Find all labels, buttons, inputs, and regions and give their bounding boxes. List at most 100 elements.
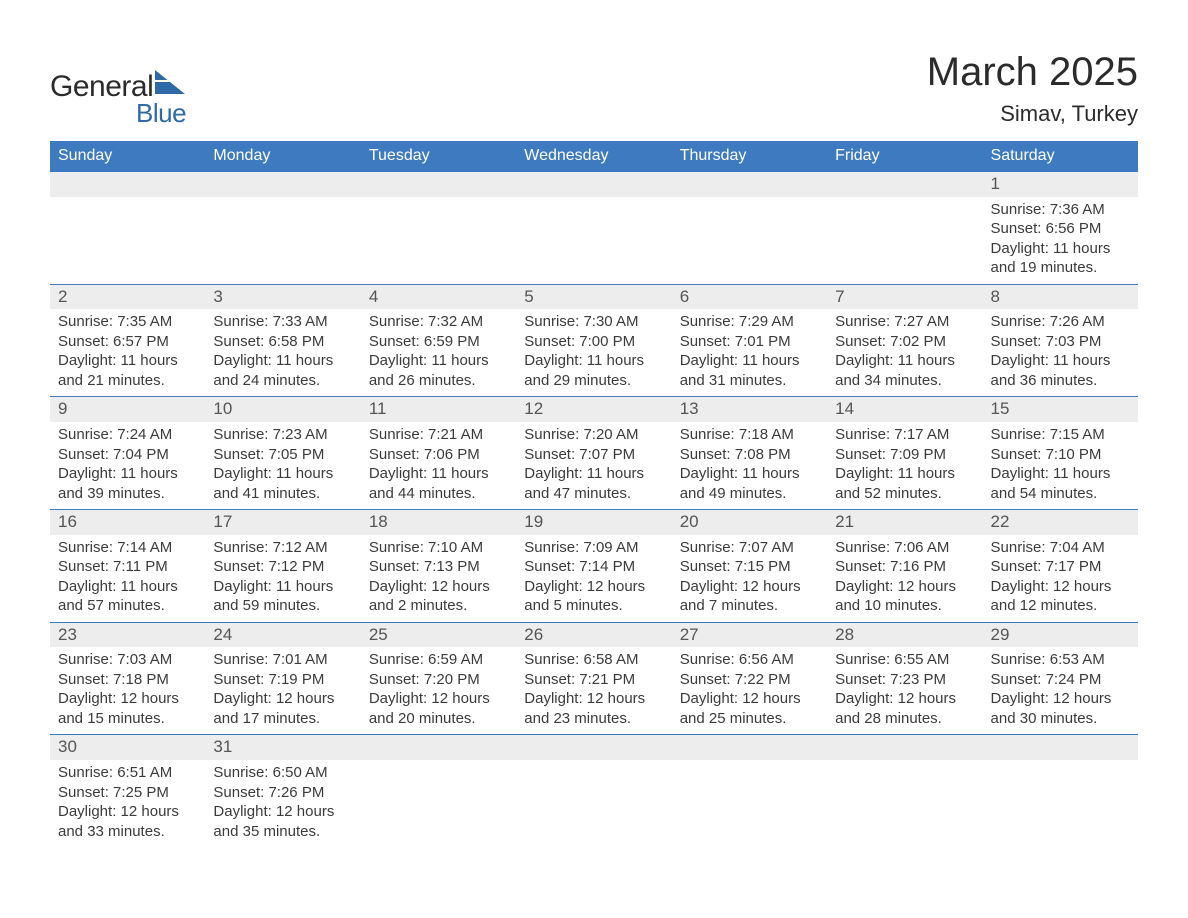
daylight-line-2: and 47 minutes. [524, 484, 663, 504]
day-header-saturday: Saturday [983, 141, 1138, 172]
sunset-line: Sunset: 7:02 PM [835, 332, 974, 352]
brand-logo: General Blue [50, 50, 186, 129]
sunset-line: Sunset: 7:26 PM [213, 783, 352, 803]
calendar-week-row: 30Sunrise: 6:51 AMSunset: 7:25 PMDayligh… [50, 735, 1138, 847]
sunset-line: Sunset: 6:59 PM [369, 332, 508, 352]
sunset-line: Sunset: 7:22 PM [680, 670, 819, 690]
daylight-line-2: and 54 minutes. [991, 484, 1130, 504]
sunset-line: Sunset: 7:00 PM [524, 332, 663, 352]
day-number [361, 172, 516, 197]
daylight-line-1: Daylight: 11 hours [680, 351, 819, 371]
daylight-line-1: Daylight: 11 hours [213, 351, 352, 371]
day-number: 3 [205, 285, 360, 310]
day-header-thursday: Thursday [672, 141, 827, 172]
sunset-line: Sunset: 7:14 PM [524, 557, 663, 577]
sunrise-line: Sunrise: 7:30 AM [524, 312, 663, 332]
calendar-day-cell: 26Sunrise: 6:58 AMSunset: 7:21 PMDayligh… [516, 622, 671, 735]
calendar-empty-cell [983, 735, 1138, 847]
day-content: Sunrise: 7:24 AMSunset: 7:04 PMDaylight:… [50, 422, 205, 509]
daylight-line-1: Daylight: 11 hours [835, 351, 974, 371]
calendar-day-cell: 5Sunrise: 7:30 AMSunset: 7:00 PMDaylight… [516, 284, 671, 397]
day-number: 10 [205, 397, 360, 422]
day-content: Sunrise: 7:15 AMSunset: 7:10 PMDaylight:… [983, 422, 1138, 509]
day-content [672, 197, 827, 284]
daylight-line-2: and 19 minutes. [991, 258, 1130, 278]
daylight-line-1: Daylight: 12 hours [680, 689, 819, 709]
sunrise-line: Sunrise: 6:50 AM [213, 763, 352, 783]
daylight-line-1: Daylight: 12 hours [213, 689, 352, 709]
daylight-line-1: Daylight: 12 hours [991, 577, 1130, 597]
brand-sail-icon [155, 70, 185, 96]
calendar-day-cell: 3Sunrise: 7:33 AMSunset: 6:58 PMDaylight… [205, 284, 360, 397]
calendar-day-cell: 7Sunrise: 7:27 AMSunset: 7:02 PMDaylight… [827, 284, 982, 397]
day-content: Sunrise: 7:36 AMSunset: 6:56 PMDaylight:… [983, 197, 1138, 284]
day-number: 20 [672, 510, 827, 535]
day-number: 7 [827, 285, 982, 310]
day-content [516, 760, 671, 847]
day-content: Sunrise: 7:27 AMSunset: 7:02 PMDaylight:… [827, 309, 982, 396]
day-number: 23 [50, 623, 205, 648]
calendar-day-cell: 14Sunrise: 7:17 AMSunset: 7:09 PMDayligh… [827, 397, 982, 510]
daylight-line-2: and 57 minutes. [58, 596, 197, 616]
day-content [672, 760, 827, 847]
sunrise-line: Sunrise: 7:26 AM [991, 312, 1130, 332]
title-area: March 2025 Simav, Turkey [927, 50, 1138, 127]
calendar-day-cell: 2Sunrise: 7:35 AMSunset: 6:57 PMDaylight… [50, 284, 205, 397]
calendar-day-cell: 24Sunrise: 7:01 AMSunset: 7:19 PMDayligh… [205, 622, 360, 735]
day-number: 19 [516, 510, 671, 535]
calendar-day-cell: 27Sunrise: 6:56 AMSunset: 7:22 PMDayligh… [672, 622, 827, 735]
sunset-line: Sunset: 7:01 PM [680, 332, 819, 352]
day-number [672, 172, 827, 197]
daylight-line-1: Daylight: 11 hours [58, 577, 197, 597]
sunrise-line: Sunrise: 7:09 AM [524, 538, 663, 558]
day-header-friday: Friday [827, 141, 982, 172]
brand-name-part2: Blue [136, 98, 186, 129]
daylight-line-1: Daylight: 12 hours [369, 577, 508, 597]
day-number: 29 [983, 623, 1138, 648]
sunrise-line: Sunrise: 7:15 AM [991, 425, 1130, 445]
calendar-week-row: 1Sunrise: 7:36 AMSunset: 6:56 PMDaylight… [50, 172, 1138, 285]
calendar-empty-cell [827, 735, 982, 847]
sunrise-line: Sunrise: 7:20 AM [524, 425, 663, 445]
day-number: 1 [983, 172, 1138, 197]
sunrise-line: Sunrise: 7:36 AM [991, 200, 1130, 220]
day-number: 9 [50, 397, 205, 422]
daylight-line-1: Daylight: 11 hours [369, 351, 508, 371]
calendar-day-cell: 18Sunrise: 7:10 AMSunset: 7:13 PMDayligh… [361, 510, 516, 623]
daylight-line-2: and 12 minutes. [991, 596, 1130, 616]
day-content: Sunrise: 7:32 AMSunset: 6:59 PMDaylight:… [361, 309, 516, 396]
daylight-line-2: and 34 minutes. [835, 371, 974, 391]
calendar-day-cell: 12Sunrise: 7:20 AMSunset: 7:07 PMDayligh… [516, 397, 671, 510]
sunset-line: Sunset: 7:20 PM [369, 670, 508, 690]
calendar-day-cell: 30Sunrise: 6:51 AMSunset: 7:25 PMDayligh… [50, 735, 205, 847]
day-number: 12 [516, 397, 671, 422]
day-number: 17 [205, 510, 360, 535]
sunrise-line: Sunrise: 7:01 AM [213, 650, 352, 670]
daylight-line-2: and 17 minutes. [213, 709, 352, 729]
day-number [516, 172, 671, 197]
daylight-line-1: Daylight: 12 hours [680, 577, 819, 597]
location-label: Simav, Turkey [927, 101, 1138, 127]
calendar-empty-cell [205, 172, 360, 285]
daylight-line-1: Daylight: 11 hours [524, 464, 663, 484]
sunrise-line: Sunrise: 7:35 AM [58, 312, 197, 332]
day-content: Sunrise: 7:18 AMSunset: 7:08 PMDaylight:… [672, 422, 827, 509]
day-content: Sunrise: 6:58 AMSunset: 7:21 PMDaylight:… [516, 647, 671, 734]
daylight-line-2: and 31 minutes. [680, 371, 819, 391]
daylight-line-1: Daylight: 12 hours [524, 577, 663, 597]
daylight-line-1: Daylight: 11 hours [991, 351, 1130, 371]
calendar-empty-cell [516, 735, 671, 847]
day-content: Sunrise: 7:20 AMSunset: 7:07 PMDaylight:… [516, 422, 671, 509]
daylight-line-2: and 36 minutes. [991, 371, 1130, 391]
sunset-line: Sunset: 7:24 PM [991, 670, 1130, 690]
day-content: Sunrise: 7:29 AMSunset: 7:01 PMDaylight:… [672, 309, 827, 396]
daylight-line-1: Daylight: 12 hours [58, 689, 197, 709]
day-number [827, 735, 982, 760]
day-number: 15 [983, 397, 1138, 422]
day-number [983, 735, 1138, 760]
day-content: Sunrise: 7:03 AMSunset: 7:18 PMDaylight:… [50, 647, 205, 734]
sunset-line: Sunset: 6:57 PM [58, 332, 197, 352]
day-content: Sunrise: 6:56 AMSunset: 7:22 PMDaylight:… [672, 647, 827, 734]
day-number: 28 [827, 623, 982, 648]
day-content [983, 760, 1138, 847]
